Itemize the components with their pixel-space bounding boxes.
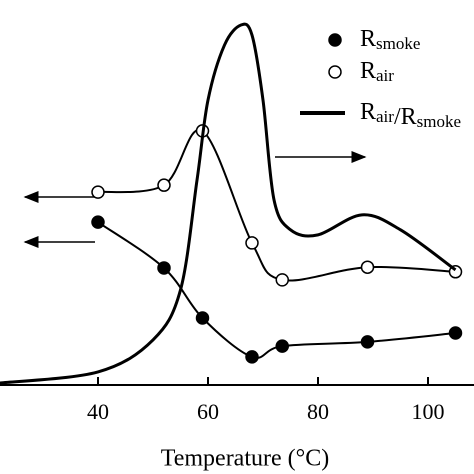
data-point: [157, 261, 171, 275]
data-point: [91, 185, 105, 199]
x-tick-label: 80: [307, 399, 329, 424]
data-point: [245, 350, 259, 364]
series-line: [97, 221, 456, 359]
legend-label: Rair: [360, 58, 394, 85]
legend-swatch: [328, 33, 342, 47]
legend-label: Rair/Rsmoke: [360, 99, 461, 131]
x-tick-label: 40: [87, 399, 109, 424]
data-point: [448, 326, 463, 340]
data-point: [360, 335, 375, 349]
x-tick-label: 60: [197, 399, 219, 424]
x-tick-label: 100: [412, 399, 445, 424]
data-point: [275, 339, 289, 353]
x-axis-title: Temperature (°C): [161, 446, 330, 472]
legend-swatch: [328, 65, 342, 79]
data-point: [91, 215, 105, 229]
legend-label: Rsmoke: [360, 26, 420, 53]
data-point: [275, 273, 289, 287]
data-point: [360, 260, 375, 274]
series-line: [0, 22, 457, 385]
data-point: [157, 178, 171, 192]
data-point: [245, 236, 259, 250]
data-point: [195, 311, 210, 325]
